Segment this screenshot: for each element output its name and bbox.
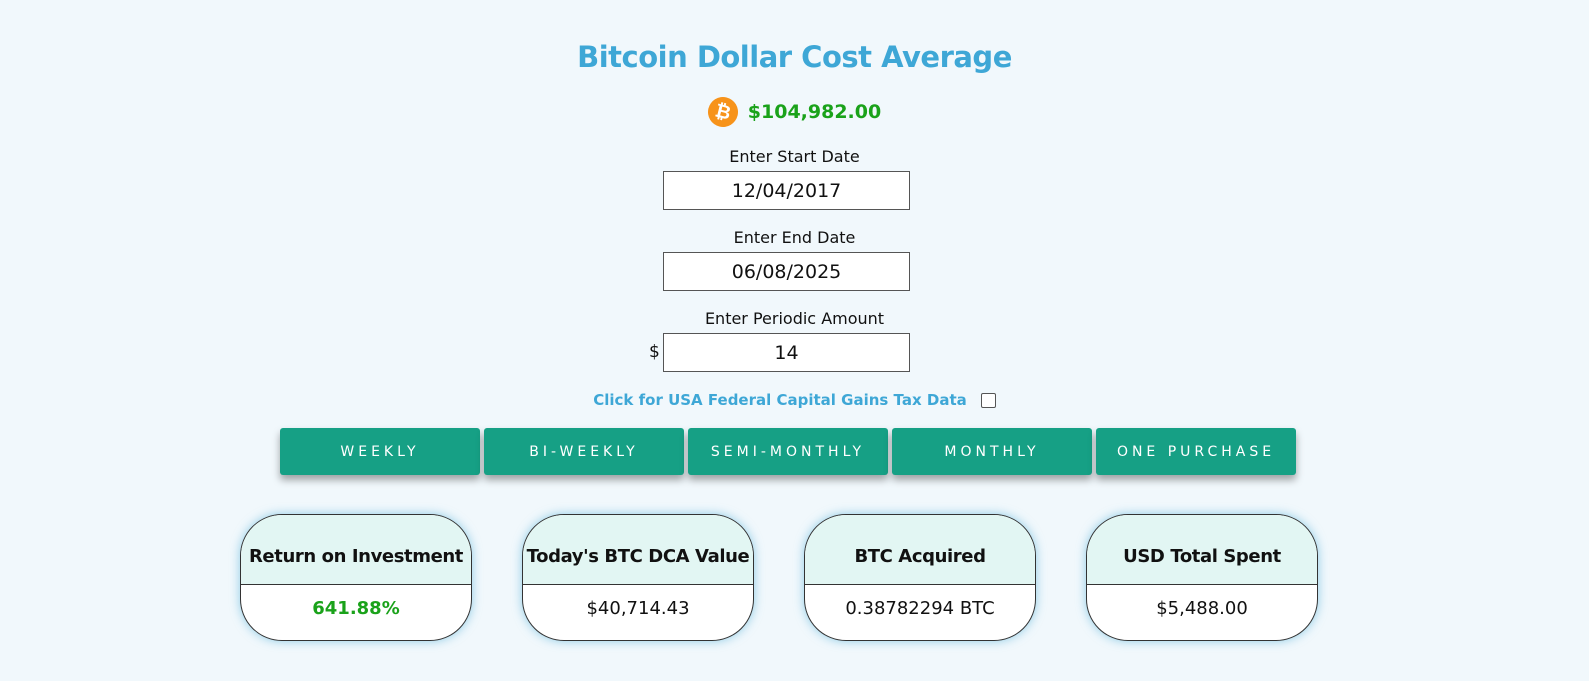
- tax-data-checkbox[interactable]: [980, 392, 996, 408]
- start-date-label: Enter Start Date: [729, 147, 860, 166]
- results-cards: Return on Investment 641.88% Today's BTC…: [240, 514, 1318, 641]
- tax-data-link[interactable]: Click for USA Federal Capital Gains Tax …: [593, 391, 967, 409]
- usd-spent-card-value: $5,488.00: [1156, 598, 1248, 619]
- weekly-button[interactable]: WEEKLY: [280, 428, 480, 475]
- price-display: ₿ $104,982.00: [0, 93, 1589, 131]
- one-purchase-button[interactable]: ONE PURCHASE: [1096, 428, 1296, 475]
- roi-card: Return on Investment 641.88%: [240, 514, 472, 641]
- dca-value-card-value: $40,714.43: [586, 598, 690, 619]
- roi-card-value: 641.88%: [312, 598, 400, 619]
- btc-acquired-card-title: BTC Acquired: [805, 515, 1035, 585]
- periodic-amount-input[interactable]: [663, 333, 910, 372]
- roi-card-title: Return on Investment: [241, 515, 471, 585]
- dca-value-card-title: Today's BTC DCA Value: [523, 515, 753, 585]
- end-date-input[interactable]: [663, 252, 910, 291]
- dca-value-card: Today's BTC DCA Value $40,714.43: [522, 514, 754, 641]
- btc-acquired-card: BTC Acquired 0.38782294 BTC: [804, 514, 1036, 641]
- usd-spent-card: USD Total Spent $5,488.00: [1086, 514, 1318, 641]
- btc-price: $104,982.00: [747, 101, 882, 123]
- bitcoin-icon: ₿: [704, 93, 741, 131]
- page-title: Bitcoin Dollar Cost Average: [577, 40, 1012, 74]
- frequency-button-group: WEEKLY BI-WEEKLY SEMI-MONTHLY MONTHLY ON…: [280, 428, 1296, 475]
- tax-data-row: Click for USA Federal Capital Gains Tax …: [0, 391, 1589, 409]
- periodic-amount-label: Enter Periodic Amount: [704, 309, 885, 328]
- bi-weekly-button[interactable]: BI-WEEKLY: [484, 428, 684, 475]
- monthly-button[interactable]: MONTHLY: [892, 428, 1092, 475]
- end-date-label: Enter End Date: [733, 228, 856, 247]
- usd-spent-card-title: USD Total Spent: [1087, 515, 1317, 585]
- start-date-input[interactable]: [663, 171, 910, 210]
- semi-monthly-button[interactable]: SEMI-MONTHLY: [688, 428, 888, 475]
- btc-acquired-card-value: 0.38782294 BTC: [845, 598, 995, 619]
- currency-symbol: $: [649, 342, 660, 362]
